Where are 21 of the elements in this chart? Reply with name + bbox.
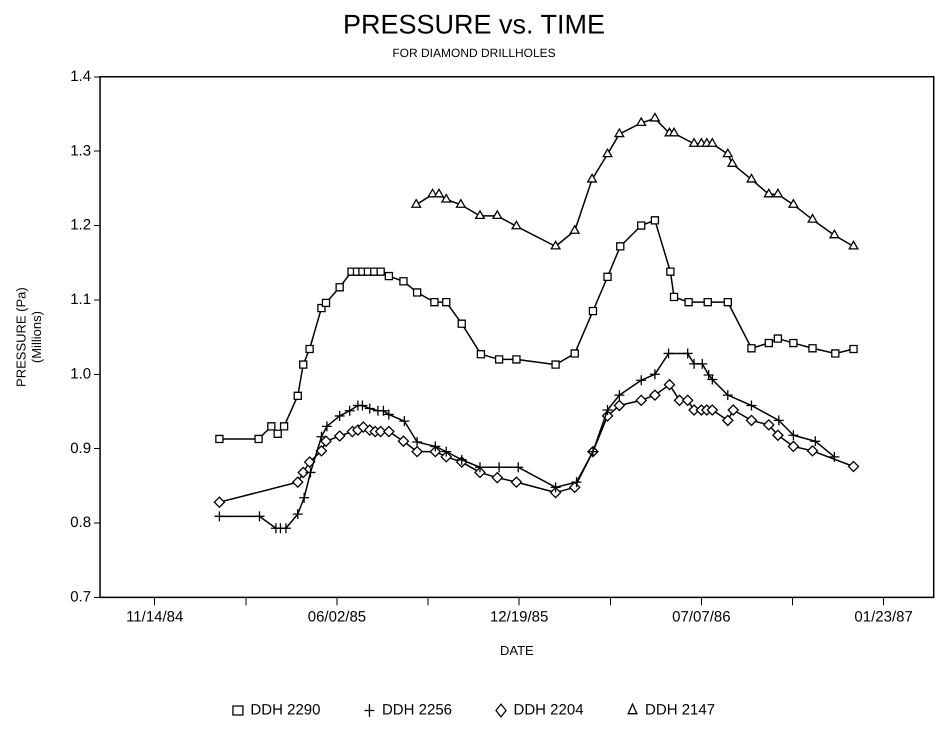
legend-label: DDH 2256: [382, 702, 452, 719]
legend-label: DDH 2204: [514, 702, 584, 719]
x-tick-label: 07/07/86: [672, 608, 731, 626]
y-tick-label: 0.9: [70, 440, 92, 457]
chart-subtitle: FOR DIAMOND DRILLHOLES: [392, 46, 556, 60]
x-tick-label: 12/19/85: [490, 608, 548, 626]
x-tick-label: 11/14/84: [126, 608, 184, 626]
x-axis-title: DATE: [500, 642, 534, 658]
legend-label: DDH 2147: [645, 702, 716, 719]
y-tick-label: 0.7: [70, 588, 92, 606]
y-tick-label: 1.2: [70, 216, 92, 234]
chart-title: PRESSURE vs. TIME: [342, 10, 606, 40]
y-tick-label: 1.0: [70, 365, 92, 382]
x-tick-label: 06/02/85: [308, 608, 366, 626]
x-tick-label: 01/23/87: [854, 608, 913, 626]
y-tick-label: 1.1: [70, 291, 92, 308]
legend-label: DDH 2290: [250, 702, 320, 719]
y-tick-label: 1.4: [70, 68, 92, 85]
y-axis-title: PRESSURE (Pa) (Millions): [13, 287, 44, 387]
y-tick-label: 0.8: [70, 514, 92, 532]
y-tick-label: 1.3: [70, 142, 92, 160]
